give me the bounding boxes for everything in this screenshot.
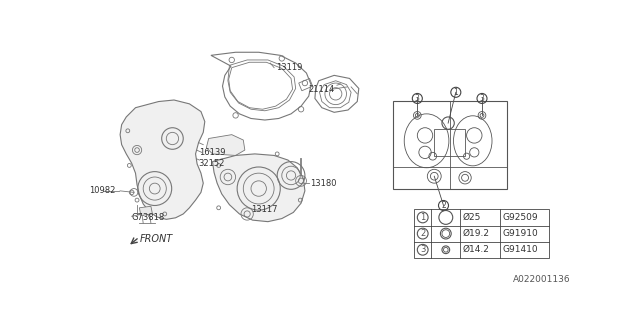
Text: 3: 3 — [479, 94, 484, 103]
Text: 1: 1 — [454, 88, 458, 97]
Polygon shape — [140, 206, 152, 215]
Text: 21114: 21114 — [308, 85, 334, 94]
Text: 2: 2 — [441, 201, 446, 210]
Polygon shape — [216, 158, 232, 168]
Text: 10982: 10982 — [90, 186, 116, 195]
Text: Ø14.2: Ø14.2 — [463, 245, 490, 254]
Text: Ø25: Ø25 — [463, 213, 481, 222]
Text: 16139: 16139 — [198, 148, 225, 157]
Text: 1: 1 — [420, 213, 426, 222]
Text: Ø19.2: Ø19.2 — [463, 229, 490, 238]
Text: G92509: G92509 — [503, 213, 538, 222]
Polygon shape — [212, 154, 305, 222]
Text: 3: 3 — [420, 245, 426, 254]
Text: 2: 2 — [420, 229, 426, 238]
Text: G91910: G91910 — [503, 229, 538, 238]
Bar — [435, 129, 465, 156]
Text: G91410: G91410 — [503, 245, 538, 254]
Text: 13119: 13119 — [276, 63, 302, 72]
Text: 13180: 13180 — [310, 179, 337, 188]
Polygon shape — [206, 135, 245, 156]
Text: G73818: G73818 — [132, 212, 165, 221]
Polygon shape — [120, 100, 205, 219]
Bar — [393, 101, 507, 189]
Text: 13117: 13117 — [251, 205, 278, 214]
Text: 3: 3 — [415, 94, 420, 103]
Text: 32152: 32152 — [198, 159, 225, 168]
Text: FRONT: FRONT — [140, 234, 173, 244]
Bar — [414, 209, 549, 258]
Text: A022001136: A022001136 — [513, 275, 570, 284]
